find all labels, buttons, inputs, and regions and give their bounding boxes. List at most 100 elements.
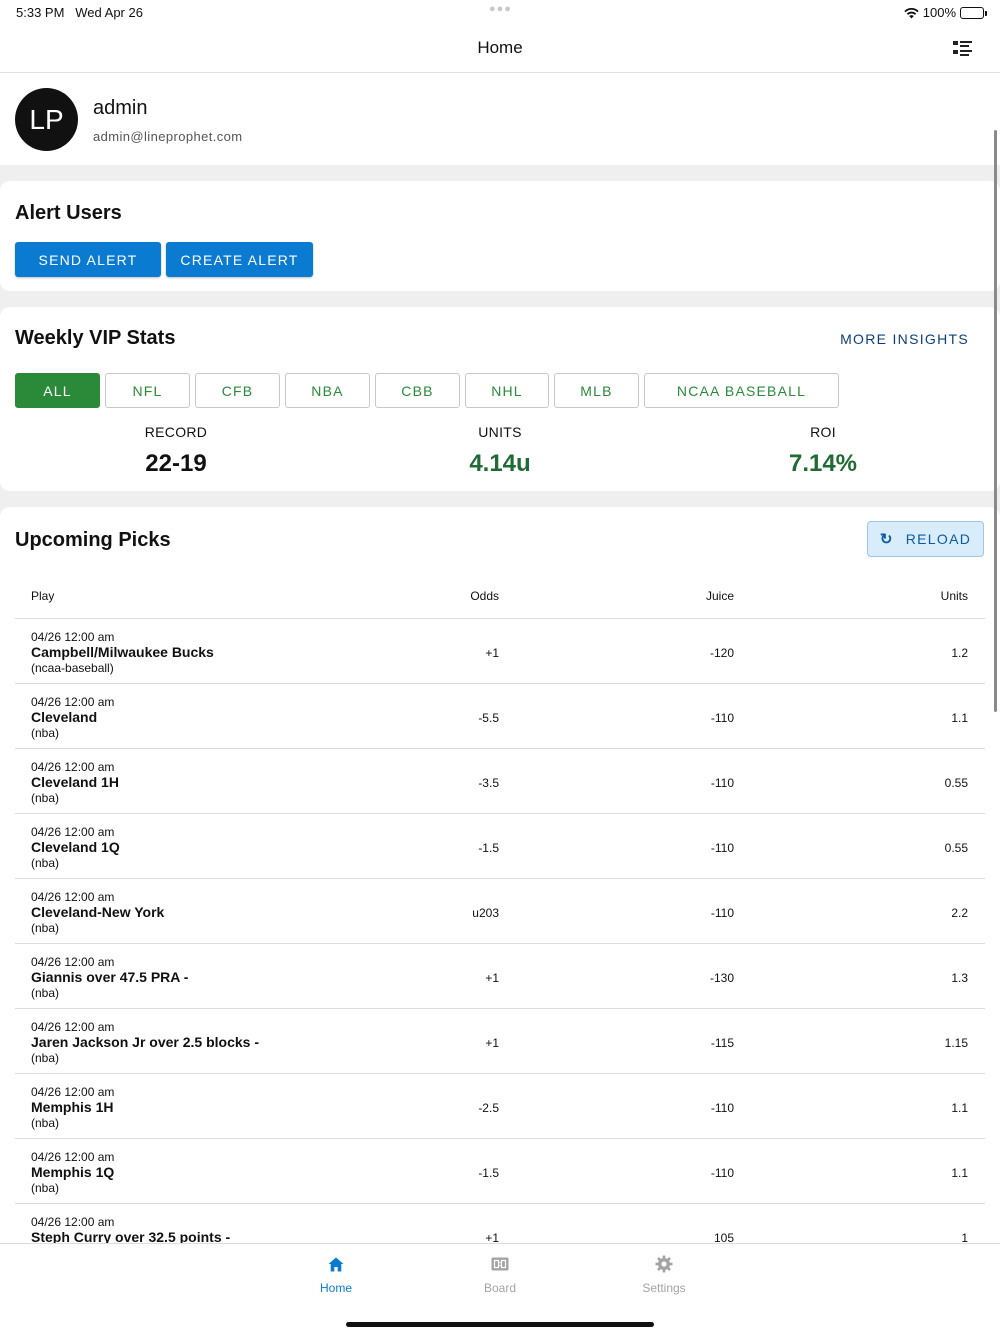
pick-date: 04/26 12:00 am: [31, 890, 115, 904]
avatar[interactable]: LP: [15, 88, 78, 151]
column-header-juice[interactable]: Juice: [705, 589, 734, 603]
record-label: RECORD: [144, 424, 208, 440]
home-indicator[interactable]: [346, 1322, 654, 1327]
units-label: UNITS: [478, 424, 522, 440]
pick-units: 2.2: [951, 906, 968, 920]
pick-odds: u203: [472, 906, 499, 920]
more-insights-link[interactable]: MORE INSIGHTS: [840, 331, 969, 347]
pick-date: 04/26 12:00 am: [31, 1215, 115, 1229]
profile-card: LP admin admin@lineprophet.com: [0, 73, 1000, 165]
pick-juice: -110: [710, 1101, 734, 1115]
wifi-icon: [904, 7, 919, 18]
gear-icon: [614, 1254, 714, 1274]
pick-juice: -110: [710, 841, 734, 855]
roi-value: 7.14%: [788, 450, 858, 477]
battery-icon: [960, 6, 987, 19]
home-icon: [286, 1254, 386, 1274]
pick-units: 0.55: [944, 841, 968, 855]
pick-date: 04/26 12:00 am: [31, 760, 115, 774]
pick-juice: -130: [709, 971, 734, 985]
tab-board[interactable]: Board: [450, 1254, 550, 1295]
battery-percent: 100%: [922, 5, 956, 20]
column-header-odds[interactable]: Odds: [470, 589, 499, 603]
tab-home[interactable]: Home: [286, 1254, 386, 1295]
pick-units: 1: [961, 1231, 968, 1243]
table-row[interactable]: 04/26 12:00 am Cleveland 1Q (nba) -1.5 -110 0…: [15, 814, 985, 879]
pick-play: Steph Curry over 32.5 points -: [31, 1229, 231, 1243]
upcoming-picks-card: Upcoming Picks ↻ RELOAD Play Odds Juice …: [0, 507, 1000, 1243]
scrollbar[interactable]: [994, 130, 997, 712]
filter-nhl[interactable]: NHL: [465, 373, 549, 408]
pick-juice: -115: [710, 1036, 734, 1050]
tab-board-label: Board: [483, 1281, 517, 1295]
table-row[interactable]: 04/26 12:00 am Cleveland 1H (nba) -3.5 -110 0…: [15, 749, 985, 814]
weekly-stats-card: Weekly VIP Stats MORE INSIGHTS ALL NFL C…: [0, 307, 1000, 491]
page-title: Home: [477, 38, 523, 57]
units-value: 4.14u: [469, 450, 531, 477]
pick-play: Cleveland: [31, 709, 98, 725]
profile-email: admin@lineprophet.com: [93, 129, 243, 144]
pick-play: Giannis over 47.5 PRA -: [31, 969, 189, 985]
send-alert-button[interactable]: SEND ALERT: [15, 242, 161, 277]
filter-nba[interactable]: NBA: [285, 373, 370, 408]
pick-sport: (nba): [31, 791, 60, 805]
status-time: 5:33 PM Wed Apr 26: [16, 5, 143, 20]
tab-settings-label: Settings: [642, 1281, 686, 1295]
pick-date: 04/26 12:00 am: [31, 695, 115, 709]
reload-button[interactable]: ↻ RELOAD: [867, 521, 984, 557]
tab-bar: Home Board: [0, 1243, 1000, 1334]
create-alert-button[interactable]: CREATE ALERT: [166, 242, 313, 277]
table-row[interactable]: 04/26 12:00 am Memphis 1Q (nba) -1.5 -110 1.1: [15, 1139, 985, 1204]
pick-odds: +1: [485, 1231, 499, 1243]
pick-play: Cleveland 1H: [31, 774, 119, 790]
pick-odds: +1: [485, 971, 499, 985]
pick-sport: (nba): [31, 856, 60, 870]
picks-table: Play Odds Juice Units 04/26 12:00 am Camp…: [15, 571, 985, 1243]
pick-sport: (nba): [31, 986, 60, 1000]
pick-date: 04/26 12:00 am: [31, 1020, 115, 1034]
filter-nfl[interactable]: NFL: [105, 373, 190, 408]
pick-juice: -110: [710, 1166, 734, 1180]
pick-date: 04/26 12:00 am: [31, 1150, 115, 1164]
pick-odds: +1: [485, 1036, 499, 1050]
table-row[interactable]: 04/26 12:00 am Memphis 1H (nba) -2.5 -110 1.1: [15, 1074, 985, 1139]
filter-cfb[interactable]: CFB: [195, 373, 280, 408]
filter-mlb[interactable]: MLB: [554, 373, 639, 408]
list-menu-icon[interactable]: [953, 41, 972, 57]
roi-label: ROI: [810, 424, 836, 440]
filter-cbb[interactable]: CBB: [375, 373, 460, 408]
table-row[interactable]: 04/26 12:00 am Campbell/Milwaukee Bucks (n…: [15, 619, 985, 684]
pick-units: 1.1: [951, 1101, 968, 1115]
tab-home-label: Home: [319, 1281, 352, 1295]
pick-play: Jaren Jackson Jr over 2.5 blocks -: [31, 1034, 260, 1050]
tab-settings[interactable]: Settings: [614, 1254, 714, 1295]
pick-sport: (nba): [31, 1181, 60, 1195]
pick-odds: -2.5: [478, 1101, 499, 1115]
weekly-stats-title: Weekly VIP Stats: [15, 327, 176, 349]
status-indicators: 100%: [904, 5, 987, 20]
filter-all[interactable]: ALL: [15, 373, 100, 408]
table-row[interactable]: 04/26 12:00 am Cleveland (nba) -5.5 -110 1.1: [15, 684, 985, 749]
alert-users-card: Alert Users SEND ALERT CREATE ALERT: [0, 181, 1000, 291]
multitasking-dots-icon[interactable]: ●●●: [489, 3, 512, 15]
pick-date: 04/26 12:00 am: [31, 1085, 115, 1099]
filter-ncaa-baseball[interactable]: NCAA BASEBALL: [644, 373, 839, 408]
pick-date: 04/26 12:00 am: [31, 630, 115, 644]
pick-units: 1.3: [951, 971, 968, 985]
column-header-play[interactable]: Play: [31, 589, 55, 603]
column-header-units[interactable]: Units: [940, 589, 968, 603]
pick-sport: (nba): [31, 1116, 60, 1130]
scoreboard-icon: [450, 1254, 550, 1274]
pick-play: Campbell/Milwaukee Bucks: [31, 644, 214, 660]
table-row[interactable]: 04/26 12:00 am Cleveland-New York (nba) u20…: [15, 879, 985, 944]
status-bar: 5:33 PM Wed Apr 26 ●●● 100%: [0, 0, 1000, 24]
pick-odds: +1: [485, 646, 499, 660]
pick-odds: -3.5: [478, 776, 499, 790]
table-row[interactable]: 04/26 12:00 am Jaren Jackson Jr over 2.5 …: [15, 1009, 985, 1074]
navigation-bar: Home: [0, 24, 1000, 73]
table-row[interactable]: 04/26 12:00 am Giannis over 47.5 PRA - (nb…: [15, 944, 985, 1009]
pick-play: Cleveland-New York: [31, 904, 165, 920]
table-row[interactable]: 04/26 12:00 am Steph Curry over 32.5 poin…: [15, 1204, 985, 1243]
pick-sport: (nba): [31, 726, 60, 740]
pick-juice: -110: [710, 711, 734, 725]
